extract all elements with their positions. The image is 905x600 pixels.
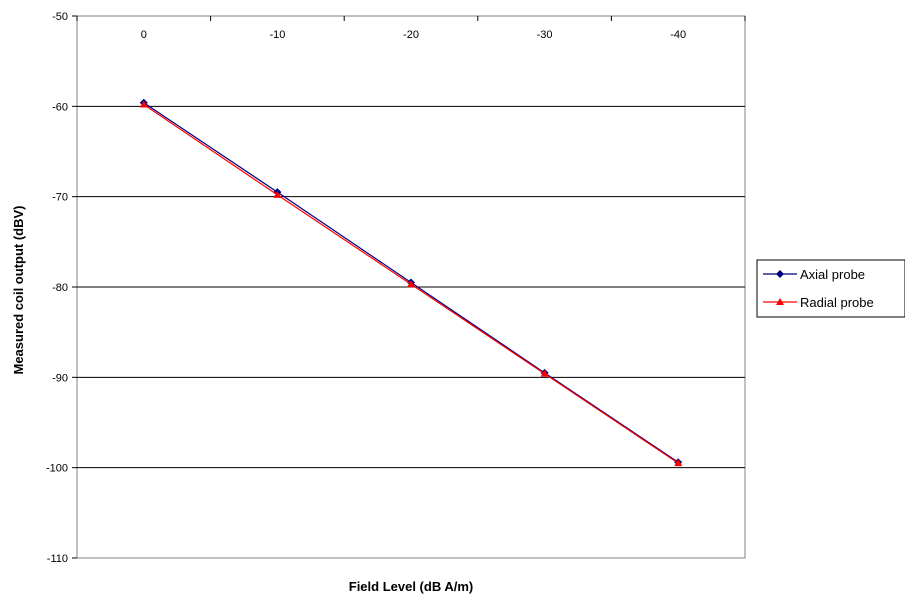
legend-item-axial: Axial probe <box>763 267 865 282</box>
y-tick-label: -110 <box>47 553 68 565</box>
x-tick-label: -20 <box>403 29 419 41</box>
x-tick-label: -30 <box>537 29 553 41</box>
legend-item-radial: Radial probe <box>763 295 874 310</box>
x-axis: 0 -10 -20 -30 -40 <box>76 16 746 41</box>
series-layer <box>139 98 683 467</box>
plot-area: 0 -10 -20 -30 -40 -50 -60 -70 -80 -90 -100 -110 <box>46 11 746 565</box>
legend-box <box>756 259 905 318</box>
y-tick-label: -70 <box>52 192 68 204</box>
y-tick-label: -50 <box>52 11 68 23</box>
y-tick-label: -80 <box>52 282 68 294</box>
legend-marker-axial <box>776 270 784 278</box>
data-point-radial <box>273 190 282 198</box>
y-axis: -50 -60 -70 -80 -90 -100 -110 <box>46 11 77 565</box>
legend-label-axial: Axial probe <box>800 267 865 282</box>
y-tick-label: -90 <box>52 372 68 384</box>
x-tick-label: 0 <box>141 29 147 41</box>
x-axis-title: Field Level (dB A/m) <box>349 579 473 594</box>
data-point-radial <box>674 459 683 467</box>
x-tick-label: -40 <box>670 29 686 41</box>
legend: Axial probe Radial probe <box>756 259 905 318</box>
x-tick-label: -10 <box>269 29 285 41</box>
data-point-radial <box>407 280 415 288</box>
y-axis-title: Measured coil output (dBV) <box>11 206 26 375</box>
y-gridlines <box>77 105 745 469</box>
data-point-radial <box>540 369 549 377</box>
data-point-radial <box>139 100 148 108</box>
y-tick-label: -100 <box>46 463 68 475</box>
legend-label-radial: Radial probe <box>800 295 874 310</box>
y-tick-label: -60 <box>52 101 68 113</box>
legend-marker-radial <box>776 298 784 305</box>
